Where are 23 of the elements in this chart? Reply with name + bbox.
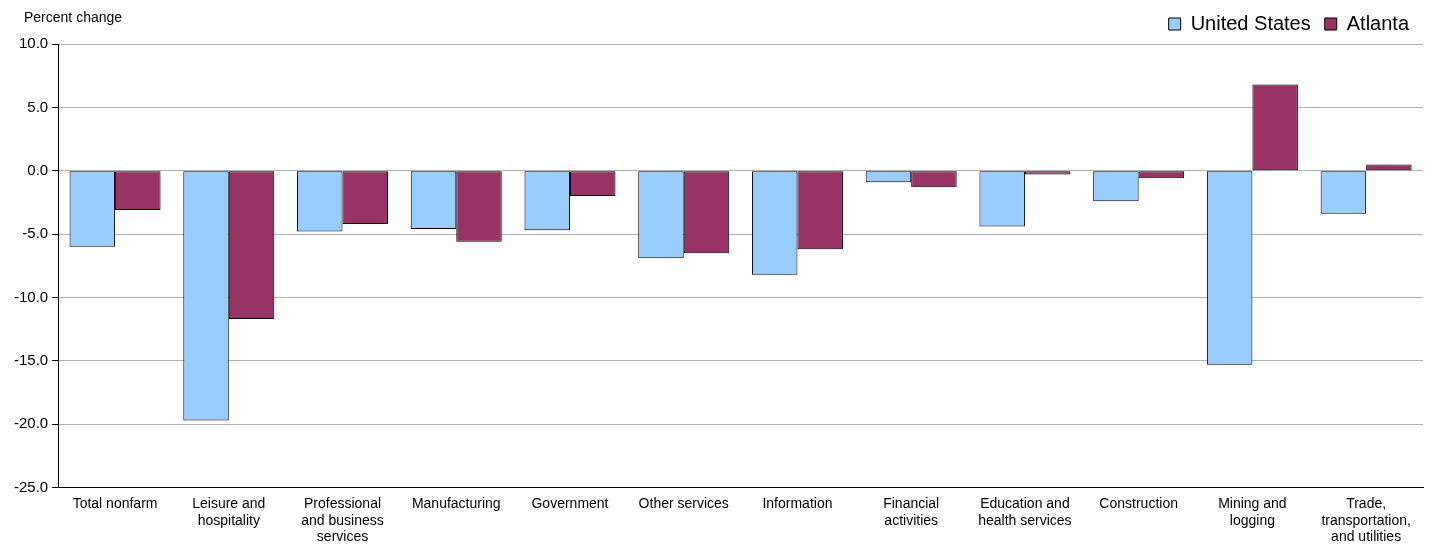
x-tick-label: Manufacturing [411, 494, 501, 511]
y-tick-label: 0.0 [27, 160, 49, 178]
y-tick-label: -5.0 [22, 224, 49, 242]
x-tick-label: Mining and logging [1218, 494, 1287, 528]
y-tick-label: 10.0 [18, 34, 49, 52]
x-tick-label: Professional and business services [301, 494, 384, 545]
x-tick-label: Leisure and hospitality [192, 494, 266, 528]
y-tick-label: -10.0 [13, 287, 49, 305]
x-tick-label: Total nonfarm [72, 494, 158, 511]
legend-label: Atlanta [1346, 11, 1410, 34]
y-tick-label: -20.0 [13, 414, 49, 432]
y-tick-label: -15.0 [13, 351, 49, 368]
y-tick-label: 5.0 [27, 97, 49, 115]
x-tick-label: Trade, transportation, and utilities [1321, 494, 1411, 545]
legend-label: United States [1190, 11, 1311, 34]
y-axis-title: Percent change [24, 8, 123, 25]
x-tick-label: Government [531, 494, 609, 511]
x-tick-label: Construction [1099, 494, 1178, 511]
x-tick-label: Financial activities [883, 494, 940, 528]
x-tick-label: Other services [638, 494, 729, 511]
x-tick-label: Information [762, 494, 833, 511]
y-tick-label: -25.0 [13, 477, 49, 495]
x-tick-label: Education and health services [978, 494, 1072, 528]
